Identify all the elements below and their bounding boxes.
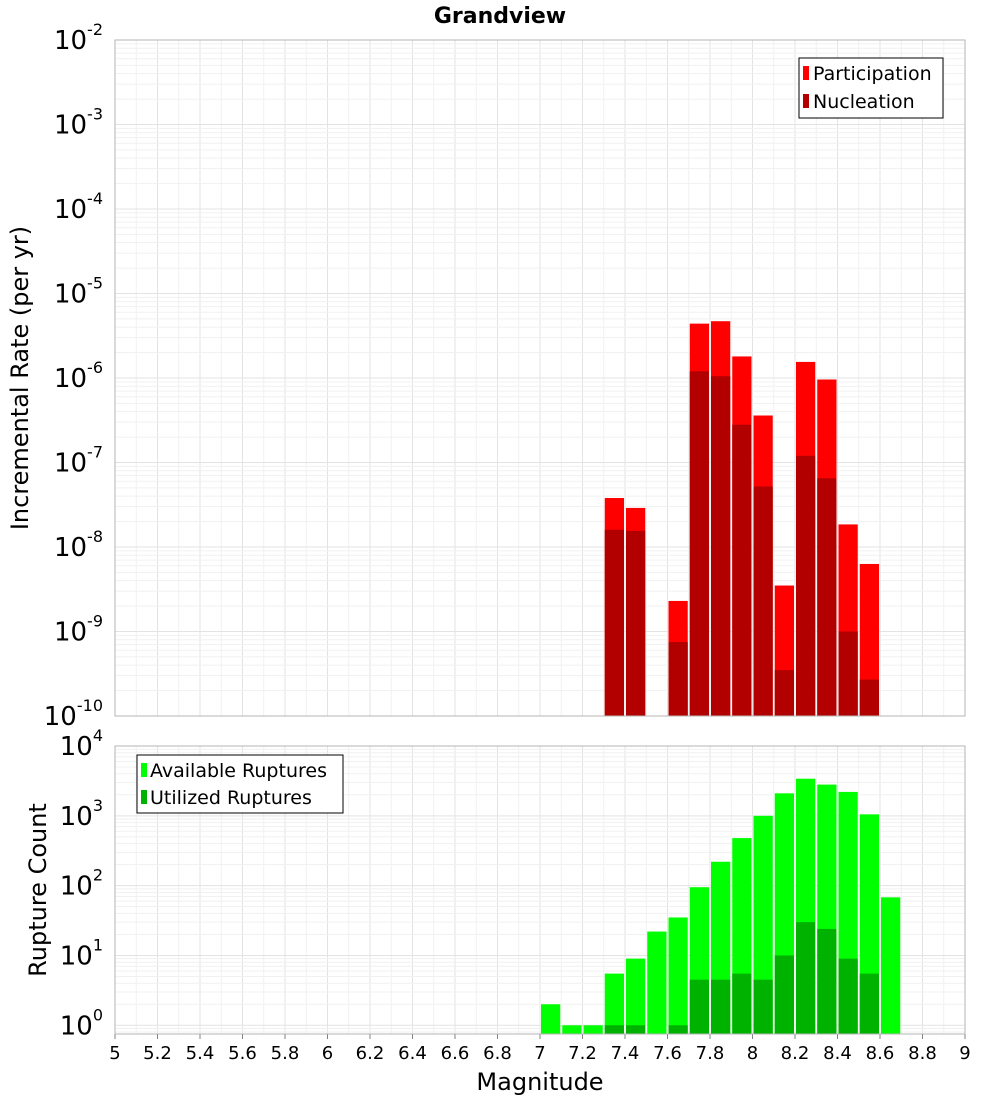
rate-bar-series2 xyxy=(753,486,773,716)
count-bar-series2 xyxy=(859,973,879,1034)
x-tick-label: 5.4 xyxy=(186,1043,215,1064)
count-y-axis-label: Rupture Count xyxy=(24,803,52,977)
rate-y-tick-label: 10-5 xyxy=(54,274,103,310)
x-tick-label: 8.6 xyxy=(866,1043,895,1064)
count-x-axis-label: Magnitude xyxy=(476,1068,603,1096)
count-bar-series2 xyxy=(796,922,816,1034)
x-tick-label: 8.4 xyxy=(823,1043,852,1064)
count-plot-border xyxy=(114,745,966,1035)
count-bar-series2 xyxy=(817,928,837,1034)
rate-grid xyxy=(114,39,966,717)
rate-bar-series2 xyxy=(859,679,879,716)
x-tick-label: 8 xyxy=(747,1043,758,1064)
count-bar-series2 xyxy=(689,979,709,1034)
rate-y-tick-label: 10-10 xyxy=(44,696,103,732)
rate-y-tick-label: 10-6 xyxy=(54,358,103,394)
rate-legend: Participation Nucleation xyxy=(798,57,944,119)
available-legend-label: Available Ruptures xyxy=(150,760,327,782)
count-bar-series1 xyxy=(881,897,901,1034)
x-tick-label: 6 xyxy=(322,1043,333,1064)
participation-legend-swatch xyxy=(803,66,809,80)
count-legend-box xyxy=(136,754,344,814)
count-bars xyxy=(541,778,901,1034)
x-tick-label: 5 xyxy=(109,1043,120,1064)
count-y-ticks: 100 101 102 103 104 xyxy=(60,726,103,1041)
chart-title: Grandview xyxy=(434,4,566,29)
x-tick-label: 7 xyxy=(534,1043,545,1064)
count-bar-series1 xyxy=(647,931,667,1034)
rate-y-tick-label: 10-8 xyxy=(54,527,103,563)
rate-bars xyxy=(604,321,879,716)
count-y-tick-label: 103 xyxy=(60,796,103,832)
nucleation-legend-swatch xyxy=(803,94,809,108)
count-bar-series1 xyxy=(668,917,688,1034)
x-tick-label: 7.4 xyxy=(611,1043,640,1064)
count-y-tick-label: 104 xyxy=(60,726,103,762)
participation-legend-label: Participation xyxy=(813,63,932,85)
x-tick-label: 6.2 xyxy=(356,1043,385,1064)
rate-y-tick-label: 10-4 xyxy=(54,189,103,225)
rate-y-tick-label: 10-7 xyxy=(54,443,103,479)
rate-bar-series2 xyxy=(668,642,688,716)
count-bar-series1 xyxy=(626,958,646,1034)
count-bar-series2 xyxy=(604,1025,624,1034)
count-y-tick-label: 100 xyxy=(60,1005,103,1041)
rate-bar-series2 xyxy=(689,371,709,716)
rate-bar-series2 xyxy=(796,455,816,716)
count-bar-series2 xyxy=(626,1025,646,1034)
x-tick-label: 6.8 xyxy=(483,1043,512,1064)
rate-y-tick-label: 10-9 xyxy=(54,612,103,648)
x-tick-label: 7.6 xyxy=(653,1043,682,1064)
x-tick-label: 5.6 xyxy=(228,1043,257,1064)
count-y-tick-label: 101 xyxy=(60,935,103,971)
count-bar-series2 xyxy=(838,958,858,1034)
count-bar-series2 xyxy=(732,973,752,1034)
rate-bar-series2 xyxy=(604,529,624,716)
x-tick-label: 9 xyxy=(959,1043,970,1064)
rate-bar-series2 xyxy=(626,530,646,716)
count-bar-series1 xyxy=(583,1025,603,1034)
rate-legend-box xyxy=(798,57,944,119)
x-tick-label: 7.2 xyxy=(568,1043,597,1064)
rate-bar-series2 xyxy=(732,424,752,716)
x-tick-label: 8.8 xyxy=(908,1043,937,1064)
count-y-tick-label: 102 xyxy=(60,866,103,902)
utilized-legend-swatch xyxy=(141,790,147,804)
x-tick-label: 5.8 xyxy=(271,1043,300,1064)
available-legend-swatch xyxy=(141,763,147,777)
count-bar-series2 xyxy=(711,979,731,1034)
x-tick-label: 5.2 xyxy=(143,1043,172,1064)
count-bar-series1 xyxy=(604,973,624,1034)
count-bar-series1 xyxy=(753,815,773,1034)
nucleation-legend-label: Nucleation xyxy=(813,91,915,113)
rate-bar-series2 xyxy=(774,670,794,716)
rate-y-ticks: 10-10 10-9 10-8 10-7 10-6 10-5 10-4 10-3 10-2 xyxy=(44,20,103,732)
rate-y-tick-label: 10-2 xyxy=(54,20,103,56)
count-legend: Available Ruptures Utilized Ruptures xyxy=(136,754,344,814)
count-bar-series1 xyxy=(541,1004,561,1034)
count-bar-series2 xyxy=(753,979,773,1034)
rate-y-tick-label: 10-3 xyxy=(54,105,103,141)
count-bar-series2 xyxy=(774,955,794,1034)
rate-y-axis-label: Incremental Rate (per yr) xyxy=(6,226,34,530)
rate-bar-series2 xyxy=(838,631,858,716)
rate-plot-border xyxy=(114,39,966,717)
rate-panel: 10-10 10-9 10-8 10-7 10-6 10-5 10-4 10-3 10-2 In… xyxy=(6,20,966,732)
rate-bar-series2 xyxy=(817,478,837,716)
x-tick-label: 6.6 xyxy=(441,1043,470,1064)
utilized-legend-label: Utilized Ruptures xyxy=(150,787,312,809)
x-tick-label: 7.8 xyxy=(696,1043,725,1064)
x-tick-label: 8.2 xyxy=(781,1043,810,1064)
x-tick-label: 6.4 xyxy=(398,1043,427,1064)
count-x-ticks: 5 5.2 5.4 5.6 5.8 6 6.2 6.4 6.6 6.8 7 7.2 7.4 7.6 7.8 8… xyxy=(109,1034,971,1064)
count-bar-series1 xyxy=(562,1025,582,1034)
count-panel: 100 101 102 103 104 5 5.2 5.4 5.6 5.8 6 6.2 6.4 6.6 6… xyxy=(24,726,971,1096)
count-bar-series2 xyxy=(668,1025,688,1034)
rate-bar-series2 xyxy=(711,376,731,716)
rate-bar-series1 xyxy=(859,563,879,716)
